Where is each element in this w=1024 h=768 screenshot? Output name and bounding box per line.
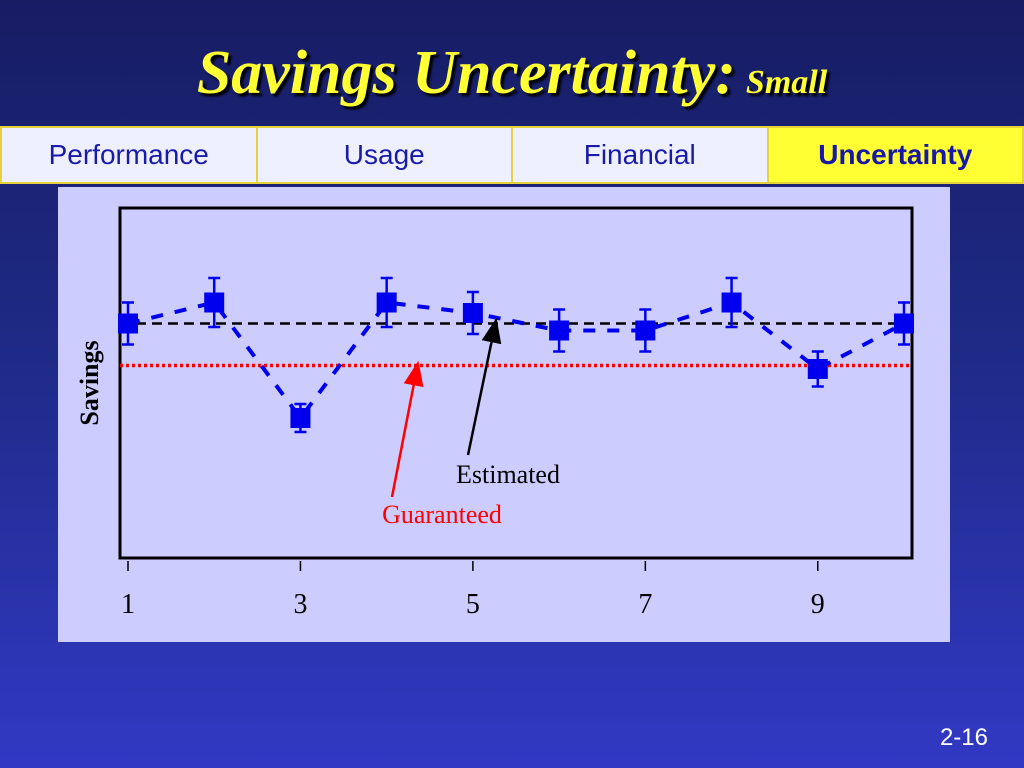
x-tick-label: 9 [811,589,825,620]
savings-chart: Savings 1 3 5 7 9 Estimated Guaranteed [75,206,914,620]
title-main: Savings Uncertainty: [196,39,736,107]
data-point-marker [721,292,742,313]
slide-number: 2-16 [939,724,988,751]
x-tick-label: 3 [293,589,307,620]
data-point-marker [549,320,570,341]
guaranteed-label: Guaranteed [382,500,502,529]
data-point-marker [635,320,656,341]
chart-panel: Savings 1 3 5 7 9 Estimated Guaranteed [58,187,950,642]
tab-uncertainty[interactable]: Uncertainty [768,128,1022,182]
x-tick-label: 1 [121,589,135,620]
y-axis-label: Savings [75,340,104,425]
data-point-marker [204,292,225,313]
title-sub: Small [745,64,828,101]
data-point-marker [290,408,311,428]
section-tabs: Performance Usage Financial Uncertainty [0,126,1024,184]
tab-performance[interactable]: Performance [2,128,258,182]
data-point-marker [118,313,138,334]
data-point-marker [807,359,828,379]
estimated-label: Estimated [456,460,560,489]
x-tick-label: 7 [638,589,652,620]
series-line [127,300,905,422]
slide-title: Savings Uncertainty: Small [0,38,1024,109]
tab-financial[interactable]: Financial [513,128,769,182]
guaranteed-arrow [390,360,424,498]
data-point-marker [376,292,397,313]
plot-frame [118,206,914,560]
estimated-arrow [466,317,502,456]
data-point-marker [462,303,483,323]
tab-usage[interactable]: Usage [257,128,513,182]
data-point-marker [894,313,914,334]
x-tick-label: 5 [466,589,480,620]
